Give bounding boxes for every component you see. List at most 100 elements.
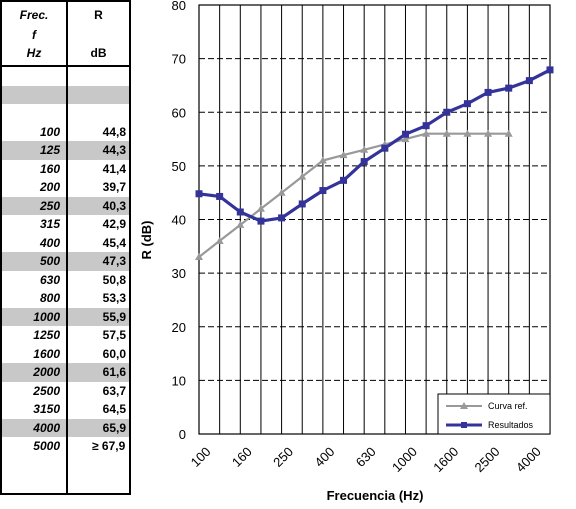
r-header-line3: dB	[90, 46, 107, 60]
x-tick-label: 1000	[389, 444, 420, 475]
data-point-curva-ref	[236, 220, 245, 228]
table-row: 1250 57,5	[2, 326, 129, 345]
y-tick-labels: 0 10 20 30 40 50 60 70 80	[172, 0, 186, 442]
series-markers	[195, 66, 554, 261]
table-row: 2000 61,6	[2, 363, 129, 382]
y-tick-label: 10	[172, 373, 186, 388]
table-row: 400 45,4	[2, 234, 129, 253]
y-axis-label: R (dB)	[139, 221, 154, 260]
freq-cell: 125	[39, 143, 60, 157]
data-point-curva-ref	[195, 253, 203, 261]
y-tick-label: 20	[172, 320, 186, 335]
data-point-curva-ref	[339, 151, 348, 159]
data-point-resultados	[546, 66, 554, 74]
data-point-resultados	[463, 100, 471, 108]
r-cell: ≥ 67,9	[92, 439, 126, 453]
data-point-resultados	[484, 88, 492, 96]
data-point-resultados	[340, 176, 348, 184]
data-point-curva-ref	[277, 188, 286, 196]
freq-cell: 3150	[33, 402, 60, 416]
data-point-resultados	[257, 217, 265, 225]
freq-cell: 200	[39, 180, 60, 194]
chart-svg: 0 10 20 30 40 50 60 70 80 100 160 250 400 630 1000 160…	[139, 0, 554, 503]
y-tick-label: 0	[179, 427, 186, 442]
data-point-resultados	[422, 122, 430, 130]
legend-marker-1	[461, 422, 467, 428]
data-point-resultados	[525, 77, 533, 85]
r-cell: 40,3	[102, 198, 126, 213]
table-row: 1000 55,9	[2, 307, 129, 326]
data-point-curva-ref	[463, 129, 472, 137]
freq-cell: 4000	[33, 420, 60, 435]
table-row: 2500 63,7	[2, 382, 129, 401]
column-divider	[66, 2, 68, 493]
data-point-resultados	[505, 84, 513, 92]
r-cell: 64,5	[102, 402, 126, 416]
legend-label-1: Resultados	[488, 420, 534, 430]
results-table: Frec. f Hz R dB 100 44,8 125 44,3 160 41,4 200…	[0, 0, 131, 495]
r-cell: 44,8	[102, 124, 126, 139]
table-row: 630 50,8	[2, 271, 129, 290]
freq-cell: 1250	[33, 328, 60, 342]
x-tick-label: 630	[353, 444, 379, 470]
freq-header-line2: f	[32, 28, 36, 42]
y-tick-label: 40	[172, 213, 186, 228]
table-row: 100 44,8	[2, 123, 129, 142]
table-row: 125 44,3	[2, 141, 129, 160]
freq-cell: 500	[39, 254, 60, 268]
x-tick-label: 160	[229, 444, 255, 470]
data-point-curva-ref	[256, 204, 265, 212]
data-point-curva-ref	[442, 129, 451, 137]
data-point-curva-ref	[484, 129, 493, 137]
r-cell: 53,3	[102, 291, 126, 305]
r-header-line1: R	[94, 8, 103, 22]
series-lines	[198, 68, 551, 258]
data-point-resultados	[298, 200, 306, 208]
freq-cell: 160	[39, 161, 60, 176]
header-divider	[2, 65, 129, 67]
r-cell: 50,8	[102, 272, 126, 287]
r-cell: 41,4	[102, 161, 126, 176]
table-row: 4000 65,9	[2, 418, 129, 437]
chart-container: 0 10 20 30 40 50 60 70 80 100 160 250 400 630 1000 160…	[131, 0, 576, 509]
series-line-1	[198, 68, 551, 223]
table-row: 160 41,4	[2, 160, 129, 179]
x-tick-label: 250	[270, 444, 296, 470]
data-point-resultados	[360, 158, 368, 166]
r-cell: 61,6	[102, 365, 126, 379]
data-point-curva-ref	[504, 129, 513, 137]
table-row: 315 42,9	[2, 215, 129, 234]
table-row	[2, 85, 129, 104]
r-cell: 65,9	[102, 420, 126, 435]
x-tick-labels: 100 160 250 400 630 1000 1600 2500 4000	[188, 444, 544, 475]
y-tick-label: 30	[172, 266, 186, 281]
r-cell: 63,7	[102, 383, 126, 398]
freq-cell: 100	[39, 124, 60, 139]
y-tick-label: 60	[172, 105, 186, 120]
r-cell: 39,7	[102, 180, 126, 194]
data-point-resultados	[278, 214, 286, 222]
y-tick-label: 70	[172, 52, 186, 67]
x-tick-label: 400	[311, 444, 337, 470]
series-line-0	[198, 132, 509, 258]
data-point-resultados	[381, 144, 389, 152]
legend-marker-0	[460, 402, 468, 409]
freq-cell: 315	[39, 217, 60, 231]
data-point-curva-ref	[422, 129, 431, 137]
data-point-resultados	[319, 187, 327, 195]
x-tick-label: 1600	[430, 444, 461, 475]
legend-label-0: Curva ref.	[488, 401, 528, 411]
data-point-curva-ref	[401, 135, 410, 143]
data-point-resultados	[195, 190, 203, 198]
table-row: 200 39,7	[2, 178, 129, 197]
freq-cell: 630	[39, 272, 60, 287]
freq-cell: 800	[39, 291, 60, 305]
freq-cell: 2000	[33, 365, 60, 379]
data-point-resultados	[401, 130, 409, 138]
table-row: 5000 ≥ 67,9	[2, 437, 129, 456]
freq-cell: 1000	[33, 309, 60, 324]
data-point-resultados	[443, 108, 451, 116]
r-cell: 60,0	[102, 346, 126, 361]
freq-cell: 2500	[33, 383, 60, 398]
y-tick-label: 80	[172, 0, 186, 13]
